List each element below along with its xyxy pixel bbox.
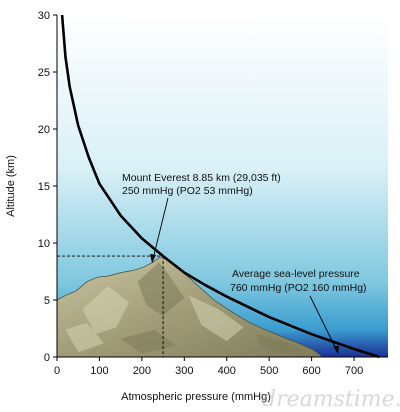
- mountain-shade: [137, 262, 185, 316]
- x-tick-label: 500: [260, 365, 278, 377]
- everest-annotation-line-1: Mount Everest 8.85 km (29,035 ft): [122, 172, 281, 184]
- y-tick-label: 20: [38, 124, 50, 136]
- sealevel-arrowhead: [333, 346, 339, 354]
- mountain-shade: [188, 295, 244, 341]
- sealevel-annotation-line-1: Average sea-level pressure: [232, 268, 360, 280]
- x-tick-label: 400: [218, 365, 236, 377]
- x-tick-label: 600: [302, 365, 320, 377]
- y-tick-label: 5: [44, 295, 50, 307]
- y-tick-label: 10: [38, 238, 50, 250]
- everest-arrow: [152, 197, 169, 260]
- y-tick-label: 25: [38, 67, 50, 79]
- everest-arrowhead: [150, 254, 156, 263]
- y-tick-label: 0: [44, 352, 50, 364]
- x-tick-label: 100: [90, 365, 108, 377]
- watermark: dreamstime.com: [262, 387, 400, 412]
- x-tick-label: 0: [54, 365, 60, 377]
- sealevel-arrow: [309, 295, 337, 350]
- sealevel-annotation-line-2: 760 mmHg (PO2 160 mmHg): [230, 282, 367, 294]
- y-axis-label: Altitude (km): [5, 155, 17, 217]
- x-tick-label: 300: [175, 365, 193, 377]
- pressure-altitude-curve: [60, 14, 380, 359]
- mountain-shade: [256, 334, 304, 354]
- everest-guide-lines: [57, 255, 164, 357]
- everest-annotation-line-2: 250 mmHg (PO2 53 mmHg): [122, 185, 253, 197]
- mountain-shade: [82, 286, 130, 335]
- annotations: Mount Everest 8.85 km (29,035 ft) 250 mm…: [122, 172, 367, 354]
- x-tick-label: 700: [345, 365, 363, 377]
- mountain-shade: [120, 329, 176, 354]
- mountain: [56, 255, 324, 358]
- y-ticks: 0 5 10 15 20 25 30: [38, 10, 57, 364]
- y-tick-label: 15: [38, 181, 50, 193]
- x-ticks: 0 100 200 300 400 500 600 700: [54, 357, 363, 377]
- y-tick-label: 30: [38, 10, 50, 22]
- mountain-shade: [65, 322, 104, 353]
- x-tick-label: 200: [133, 365, 151, 377]
- x-axis-label: Atmospheric pressure (mmHg): [121, 391, 271, 403]
